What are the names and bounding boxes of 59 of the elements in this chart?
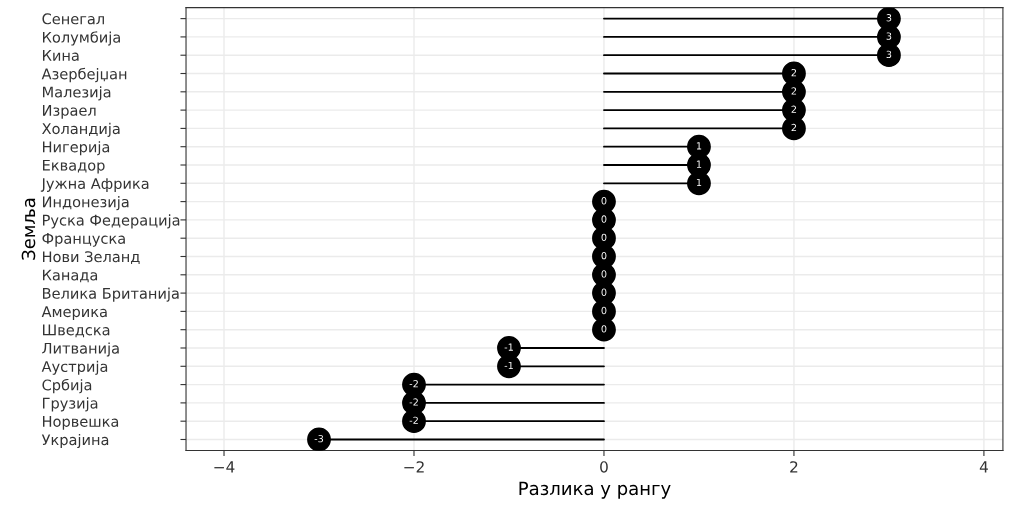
y-tick-label: Израел [43, 105, 96, 119]
y-tick-label: Холандија [42, 122, 120, 137]
data-label: 0 [601, 270, 607, 278]
y-tick-label: Америка [41, 306, 107, 320]
data-label: 0 [601, 251, 607, 260]
y-tick-label: Колумбија [43, 31, 120, 46]
y-tick-label: Канада [43, 269, 98, 283]
x-tick-label: −2 [404, 461, 424, 473]
x-tick-label: −4 [214, 461, 235, 473]
y-tick-label: Србија [42, 378, 92, 394]
y-tick-label: Грузија [43, 397, 98, 412]
x-tick-label: 2 [790, 461, 798, 473]
data-label: 0 [601, 233, 607, 242]
x-tick-label: 4 [979, 461, 988, 473]
y-tick-label: Аустрија [41, 360, 108, 375]
data-label: 0 [601, 288, 607, 296]
data-label: 0 [601, 306, 607, 315]
y-tick-label: Азербејџан [41, 67, 127, 83]
y-tick-label: Украјина [41, 433, 109, 449]
y-tick-label: Шведска [43, 324, 110, 338]
point [687, 171, 711, 196]
data-label: 1 [696, 160, 702, 168]
data-label: -2 [409, 416, 418, 424]
y-tick-label: Јужна Африка [40, 178, 149, 192]
data-label: 1 [696, 178, 702, 186]
data-label: 0 [601, 215, 607, 223]
y-tick-label: Литванија [42, 342, 119, 357]
y-tick-label: Велика Британија [43, 287, 179, 302]
data-label: 2 [791, 68, 797, 77]
data-label: 2 [791, 87, 797, 95]
y-tick-label: Индонезија [43, 196, 129, 211]
data-label: -2 [409, 380, 418, 388]
data-label: 0 [601, 197, 607, 205]
x-axis-title: Разлика у рангу [519, 481, 671, 499]
data-label: 3 [886, 50, 892, 59]
data-label: 1 [696, 142, 702, 150]
data-label: 2 [791, 123, 797, 132]
data-label: -1 [504, 361, 513, 369]
data-label: 3 [886, 32, 892, 40]
point [592, 317, 616, 342]
data-label: -2 [409, 398, 418, 406]
y-tick-label: Кина [43, 50, 79, 61]
y-tick-label: Нигерија [43, 141, 110, 156]
y-tick-label: Француска [42, 233, 125, 247]
y-tick-label: Руска Федерација [43, 214, 180, 229]
y-tick-label: Норвешка [43, 416, 119, 430]
data-label: 3 [886, 14, 892, 22]
y-tick-label: Нови Зеланд [43, 251, 140, 265]
data-label: -1 [504, 343, 513, 351]
data-label: -3 [314, 434, 324, 443]
data-label: 0 [601, 325, 607, 333]
y-tick-label: Малезија [43, 86, 111, 101]
y-tick-label: Еквадор [43, 159, 105, 174]
x-tick-label: 0 [600, 461, 608, 473]
point [877, 43, 901, 68]
y-axis-title: Земља [21, 198, 36, 260]
y-tick-label: Сенегал [42, 13, 104, 25]
point [782, 116, 806, 141]
data-label: 2 [791, 105, 797, 113]
